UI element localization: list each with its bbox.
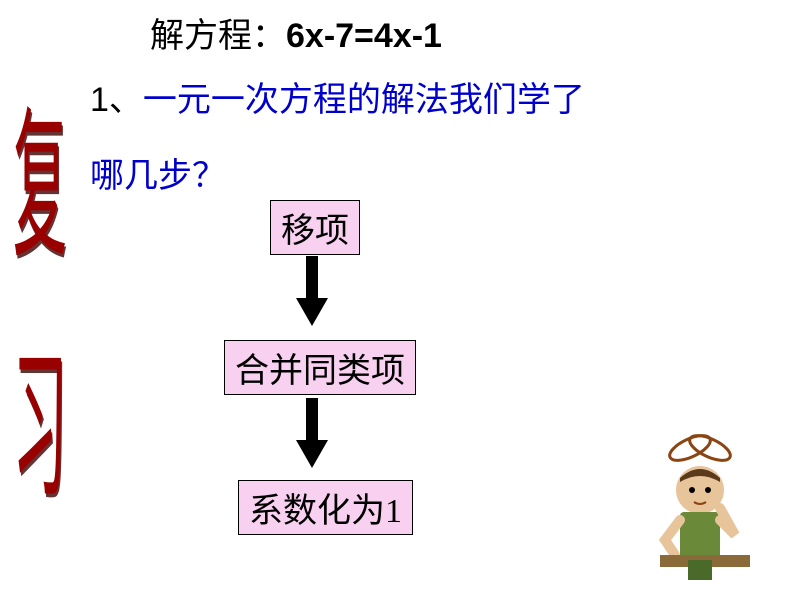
question-separator: 、: [109, 82, 143, 119]
question-text-1: 一元一次方程的解法我们学了: [143, 82, 585, 119]
step-box-3: 系数化为1: [238, 480, 413, 535]
title-equation: 6x-7=4x-1: [286, 17, 442, 55]
question-line-1: 1、一元一次方程的解法我们学了: [90, 72, 585, 121]
step-box-1: 移项: [270, 200, 360, 255]
vertical-char-1: 复: [13, 109, 67, 271]
vertical-char-2: 习: [13, 349, 67, 511]
slide-title: 解方程：6x-7=4x-1: [150, 8, 442, 57]
step-box-2: 合并同类项: [224, 340, 416, 395]
arrow-down-icon: [296, 398, 328, 468]
vertical-heading: 复 习: [10, 70, 70, 550]
question-number: 1: [90, 81, 109, 119]
question-line-2: 哪几步？: [90, 148, 226, 197]
arrow-down-icon: [296, 256, 328, 326]
title-label: 解方程：: [150, 18, 286, 55]
thinking-person-icon: [640, 430, 770, 580]
